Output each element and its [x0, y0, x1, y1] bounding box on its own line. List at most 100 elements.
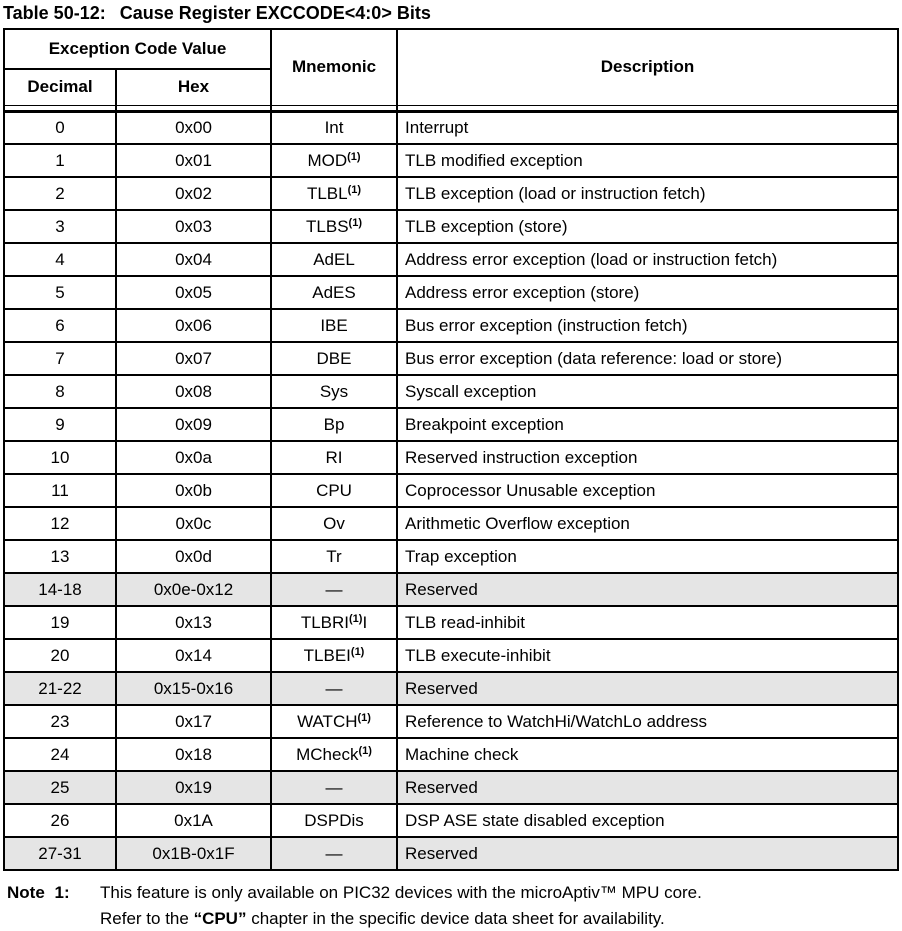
decimal-cell: 12	[3, 506, 117, 541]
footnote-label: Note 1:	[7, 883, 70, 902]
description-cell: Breakpoint exception	[396, 407, 900, 442]
footnote-ref-superscript: (1)	[347, 150, 361, 163]
header-decimal: Decimal	[3, 68, 117, 106]
decimal-cell: 10	[3, 440, 117, 475]
hex-cell: 0x07	[114, 341, 273, 376]
hex-cell: 0x15-0x16	[114, 671, 273, 706]
decimal-cell: 6	[3, 308, 117, 343]
mnemonic-text: —	[325, 678, 343, 698]
mnemonic-cell: DSPDis	[270, 803, 399, 838]
footnote-line-1: This feature is only available on PIC32 …	[100, 883, 702, 902]
table-row: 3 0x03 TLBS(1) TLB exception (store)	[3, 209, 900, 244]
mnemonic-cell: AdES	[270, 275, 399, 310]
hex-cell: 0x0b	[114, 473, 273, 508]
table-title: Table 50-12: Cause Register EXCCODE<4:0>…	[0, 0, 902, 28]
decimal-cell: 23	[3, 704, 117, 739]
mnemonic-text: TLBEI	[303, 645, 351, 665]
hex-cell: 0x1B-0x1F	[114, 836, 273, 871]
hex-cell: 0x0c	[114, 506, 273, 541]
description-cell: Reserved	[396, 836, 900, 871]
decimal-cell: 13	[3, 539, 117, 574]
table-row: 7 0x07 DBE Bus error exception (data refere…	[3, 341, 900, 376]
mnemonic-text: AdEL	[313, 249, 355, 269]
decimal-cell: 4	[3, 242, 117, 277]
mnemonic-cell: Ov	[270, 506, 399, 541]
header-row-sub: Decimal Hex	[3, 68, 898, 106]
table-body: 0 0x00 Int Interrupt 1 0x01 MOD(1) TLB modified…	[3, 110, 900, 871]
mnemonic-text: —	[325, 579, 343, 599]
mnemonic-text: TLBL	[306, 183, 348, 203]
description-cell: Trap exception	[396, 539, 900, 574]
decimal-cell: 14-18	[3, 572, 117, 607]
mnemonic-cell: IBE	[270, 308, 399, 343]
table-row: 25 0x19 — Reserved	[3, 770, 900, 805]
mnemonic-text: Int	[324, 117, 344, 137]
table-row: 5 0x05 AdES Address error exception (store)	[3, 275, 900, 310]
mnemonic-text: AdES	[312, 282, 356, 302]
description-cell: Reserved	[396, 671, 900, 706]
header-row-top: Exception Code Value Mnemonic Descriptio…	[2, 28, 900, 106]
hex-cell: 0x03	[114, 209, 273, 244]
table-row: 20 0x14 TLBEI(1) TLB execute-inhibit	[3, 638, 900, 673]
mnemonic-cell: —	[270, 671, 399, 706]
table-row: 23 0x17 WATCH(1) Reference to WatchHi/Watch…	[3, 704, 900, 739]
description-cell: Address error exception (load or instruc…	[396, 242, 900, 277]
separator-cell	[114, 104, 273, 113]
decimal-cell: 21-22	[3, 671, 117, 706]
mnemonic-text: DSPDis	[304, 810, 364, 830]
mnemonic-text: IBE	[320, 315, 348, 335]
exccode-table: Exception Code Value Mnemonic Descriptio…	[2, 28, 900, 871]
hex-cell: 0x0a	[114, 440, 273, 475]
separator-cell	[270, 104, 399, 113]
separator-cell	[3, 104, 117, 113]
decimal-cell: 26	[3, 803, 117, 838]
decimal-cell: 5	[3, 275, 117, 310]
decimal-cell: 1	[3, 143, 117, 178]
description-cell: Syscall exception	[396, 374, 900, 409]
decimal-cell: 24	[3, 737, 117, 772]
mnemonic-cell: —	[270, 836, 399, 871]
table-row: 24 0x18 MCheck(1) Machine check	[3, 737, 900, 772]
table-row: 8 0x08 Sys Syscall exception	[3, 374, 900, 409]
footnote-ref-superscript: (1)	[348, 216, 362, 229]
description-cell: DSP ASE state disabled exception	[396, 803, 900, 838]
table-row: 13 0x0d Tr Trap exception	[3, 539, 900, 574]
description-cell: Reserved instruction exception	[396, 440, 900, 475]
footnote: Note 1: This feature is only available o…	[7, 880, 902, 931]
decimal-cell: 25	[3, 770, 117, 805]
description-cell: Bus error exception (instruction fetch)	[396, 308, 900, 343]
hex-cell: 0x01	[114, 143, 273, 178]
footnote-text: This feature is only available on PIC32 …	[100, 880, 902, 931]
mnemonic-text: —	[325, 843, 343, 863]
mnemonic-text: Sys	[319, 381, 349, 401]
table-header: Exception Code Value Mnemonic Descriptio…	[2, 28, 900, 113]
table-row: 1 0x01 MOD(1) TLB modified exception	[3, 143, 900, 178]
description-cell: Bus error exception (data reference: loa…	[396, 341, 900, 376]
table-row: 0 0x00 Int Interrupt	[3, 110, 900, 145]
mnemonic-cell: AdEL	[270, 242, 399, 277]
footnote-ref-superscript: (1)	[347, 183, 362, 196]
footnote-ref-superscript: (1)	[349, 612, 363, 625]
description-cell: Interrupt	[396, 110, 900, 145]
description-cell: Address error exception (store)	[396, 275, 900, 310]
mnemonic-text: MCheck	[296, 744, 359, 764]
table-row: 21-22 0x15-0x16 — Reserved	[3, 671, 900, 706]
hex-cell: 0x08	[114, 374, 273, 409]
mnemonic-cell: MOD(1)	[270, 143, 399, 178]
table-row: 27-31 0x1B-0x1F — Reserved	[3, 836, 900, 871]
hex-cell: 0x05	[114, 275, 273, 310]
hex-cell: 0x19	[114, 770, 273, 805]
footnote-line-2-suffix: chapter in the specific device data shee…	[246, 909, 665, 928]
mnemonic-cell: —	[270, 770, 399, 805]
mnemonic-cell: TLBS(1)	[270, 209, 399, 244]
hex-cell: 0x09	[114, 407, 273, 442]
hex-cell: 0x04	[114, 242, 273, 277]
hex-cell: 0x02	[114, 176, 273, 211]
mnemonic-cell: Tr	[270, 539, 399, 574]
table-row: 4 0x04 AdEL Address error exception (load o…	[3, 242, 900, 277]
table-row: 26 0x1A DSPDis DSP ASE state disabled excep…	[3, 803, 900, 838]
hex-cell: 0x0d	[114, 539, 273, 574]
mnemonic-cell: TLBRI(1)I	[270, 605, 399, 640]
mnemonic-cell: TLBL(1)	[270, 176, 399, 211]
mnemonic-text: MOD	[307, 150, 348, 170]
